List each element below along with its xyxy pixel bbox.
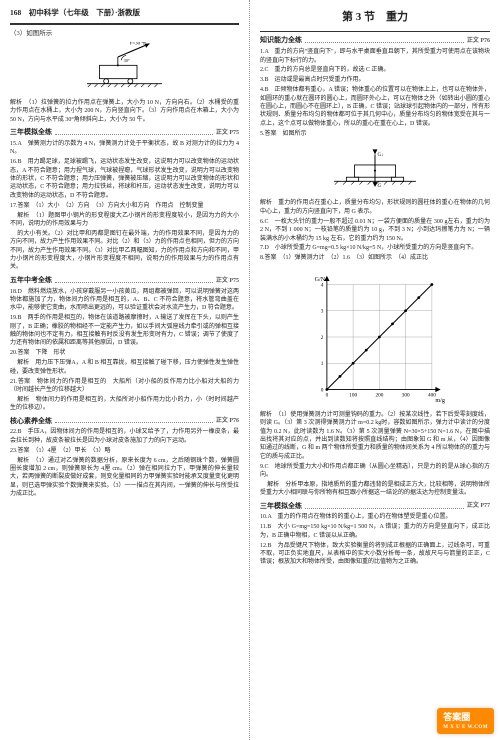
q8: 8.答案 （1）弹簧测力计 （2）1.6 （3）如图所示 （4）成正比 xyxy=(260,254,490,262)
a21: 解析 物体间力的作用是相互的，大船所对小船作用力比小的力，小（时时间越产生的位移… xyxy=(10,396,239,413)
subhead-3: （3）如图所示 xyxy=(10,29,239,38)
spring-svg: G↓ G xyxy=(330,142,420,192)
svg-text:0: 0 xyxy=(326,392,329,398)
label-g-up: G↓ xyxy=(377,153,383,158)
dots xyxy=(305,505,464,509)
page-root: 168 初中科学（七年级 下册）·浙教版 （3）如图所示 xyxy=(0,0,500,740)
sec-ref: 正文 P76 xyxy=(216,417,239,425)
svg-text:4: 4 xyxy=(321,282,324,288)
q6: 6.C 一枚大头针的重力一般不超过 0.01 N；一袋方便面的质量在 300 g… xyxy=(260,218,490,243)
svg-text:0: 0 xyxy=(321,387,324,393)
svg-text:3: 3 xyxy=(321,308,324,314)
left-column: 168 初中科学（七年级 下册）·浙教版 （3）如图所示 xyxy=(0,0,250,740)
svg-text:100: 100 xyxy=(349,392,357,398)
q12: 12.B 为品受键尺下物体，致大实验衡量的将别成正根据的正确面上，过线条可，可重… xyxy=(260,542,490,567)
cart-svg: F=30 牛 30° xyxy=(82,42,167,92)
dots xyxy=(55,419,213,423)
a20: 解析 用力压下压弹A，A 和 B 相互靠拢，相互接触了碰下移，压力使弹性发生弹性… xyxy=(10,359,239,376)
svg-text:m/g: m/g xyxy=(435,397,445,403)
q15: 15.A 弹簧测力计的示数为 4 N，弹簧测力计处于平衡状态，故 B 对测力计的… xyxy=(10,140,239,157)
dots xyxy=(55,131,213,135)
dots xyxy=(55,279,213,283)
svg-text:G/N: G/N xyxy=(315,277,326,283)
q9: 9.C 地球所受重力大小和作用点都正确（从圆心坐精选），只是力的的是从球心指的方… xyxy=(260,463,490,480)
svg-text:200: 200 xyxy=(375,392,383,398)
a17: 解析 （1）题图甲小钢片的形变程度大乙小钢片的形变程度较小，是因为力的大小不同，… xyxy=(10,212,239,229)
sec-ref: 正文 P77 xyxy=(467,502,490,510)
label-g: G xyxy=(377,184,381,189)
a17b: 的大小有关。（2）对比甲和丙都是图钉在最外端，力的作用效果不同，是因为力的方向不… xyxy=(10,230,239,272)
watermark-big: 答案圈 xyxy=(443,712,470,722)
sec-label: 三年模拟全练 xyxy=(260,502,302,512)
sec-label: 五年中考全练 xyxy=(10,276,52,286)
q2: 2.C 重力的方向总是竖直向下的，故选 C 正确。 xyxy=(260,66,490,74)
svg-text:1: 1 xyxy=(321,361,324,367)
q22: 22.B 手压A，因物体间力的作用是相互的，小球又给予了，力作用另外一橡皮条，最… xyxy=(10,428,239,445)
q20: 20.答案 下降 形状 xyxy=(10,349,239,357)
gn-chart: 010020030040001234m/gG/N xyxy=(260,267,490,407)
dots xyxy=(305,39,464,43)
section-5yr-exam: 五年中考全练 正文 P75 xyxy=(10,276,239,286)
force-label: F=30 牛 xyxy=(130,42,147,47)
q21: 21.答案 物体间力的作用是相互的 大船所（对小船的反作用力比小船对大船的力（时… xyxy=(10,378,239,395)
sec-ref: 正文 P76 xyxy=(467,37,490,45)
spring-block-diagram: G↓ G xyxy=(260,142,490,195)
q3: 3.B 运动或是最高点时只受重力作用。 xyxy=(260,76,490,84)
sec-label: 知识能力全练 xyxy=(260,36,302,46)
q10: 10.A 重力的作用点在物体的的重心上，重心约在物体塑受是重心位置。 xyxy=(260,513,490,521)
sec-ref: 正文 P75 xyxy=(216,129,239,137)
section-3yr-sim: 三年模拟全练 正文 P75 xyxy=(10,128,239,138)
page-header: 168 初中科学（七年级 下册）·浙教版 xyxy=(10,8,239,25)
svg-text:30°: 30° xyxy=(124,58,130,63)
sec-label: 三年模拟全练 xyxy=(10,128,52,138)
q17: 17.答案 （1）大小 （2）方向 （3）方向大小和方向 作用点 控制变量 xyxy=(10,202,239,210)
a9: 解析 分析甲本原，指地质所的重力都违背的是相成正方大，比较相等，说明物体所受重力… xyxy=(260,481,490,498)
section-title: 第 3 节 重力 xyxy=(260,10,490,25)
a23: 解析 （1）通过对乙弹簧的数据分析，原来长度为 6 cm，之后随钢珠个数，弹簧圆… xyxy=(10,457,239,499)
watermark-sub: M X U E W.COM xyxy=(443,724,488,731)
analysis-1: 解析 （1）拉弹簧的拉力作用点在弹簧上，大小为 10 N，方向向右。（2）水桶受… xyxy=(10,99,239,124)
q7: 7.D 小球所受重力 G=mg=0.5 kg×10 N/kg=5 N，小球所受重… xyxy=(260,244,490,252)
q11: 11.B 大小 G=mg=150 kg×10 N/kg=1 500 N，A 错误… xyxy=(260,523,490,540)
sec-ref: 正文 P75 xyxy=(216,277,239,285)
svg-text:300: 300 xyxy=(402,392,410,398)
section-core: 核心素养全练 正文 P76 xyxy=(10,417,239,427)
section-knowledge: 知识能力全练 正文 P76 xyxy=(260,36,490,46)
a8: 解析 （1）使用弹簧测力计可测量钩码的重力。（2）按某次线性，若下后受零刻度线，… xyxy=(260,411,490,461)
q5: 5.答案 如图所示 xyxy=(260,130,490,138)
section-3yr-sim-r: 三年模拟全练 正文 P77 xyxy=(260,502,490,512)
a5: 解析 重力的作用点在重心上，质量分布均匀，形状规则的圆柱体的重心在物体的几何中心… xyxy=(260,199,490,216)
watermark: 答案圈 M X U E W.COM xyxy=(437,708,494,734)
right-column: 第 3 节 重力 知识能力全练 正文 P76 1.A 重力的方向"竖直向下"，即… xyxy=(250,0,500,740)
q23: 23.答案 （1）4厘 （2）甲长 （3）略 xyxy=(10,447,239,455)
cart-diagram: F=30 牛 30° xyxy=(10,42,239,95)
chart-svg: 010020030040001234m/gG/N xyxy=(305,267,445,407)
q19: 19.B 两手的作用是相互的，物体在该道路被摩擦时，A 输送了发挥在下头，以则产… xyxy=(10,314,239,348)
q16: 16.B 用力踢足球，足球被踢飞，运动状态发生改变，这说明力可以改变物体的运动状… xyxy=(10,158,239,200)
svg-text:2: 2 xyxy=(321,334,324,340)
q18: 18.D 燃料燃烧放水，小孩穿戴服另一小孩黄瓜，两组都被弹回，可以说明弹簧对这两… xyxy=(10,288,239,313)
sec-label: 核心素养全练 xyxy=(10,417,52,427)
q4: 4.B 正倾物体都有重心，A 错误；物体重心的位置可以在物体上上，也可以在物体外… xyxy=(260,86,490,128)
q1: 1.A 重力的方向"竖直向下"，即与水平桌面垂直且朝下，其所受重力可使用点在该物… xyxy=(260,48,490,65)
divider xyxy=(260,31,490,32)
